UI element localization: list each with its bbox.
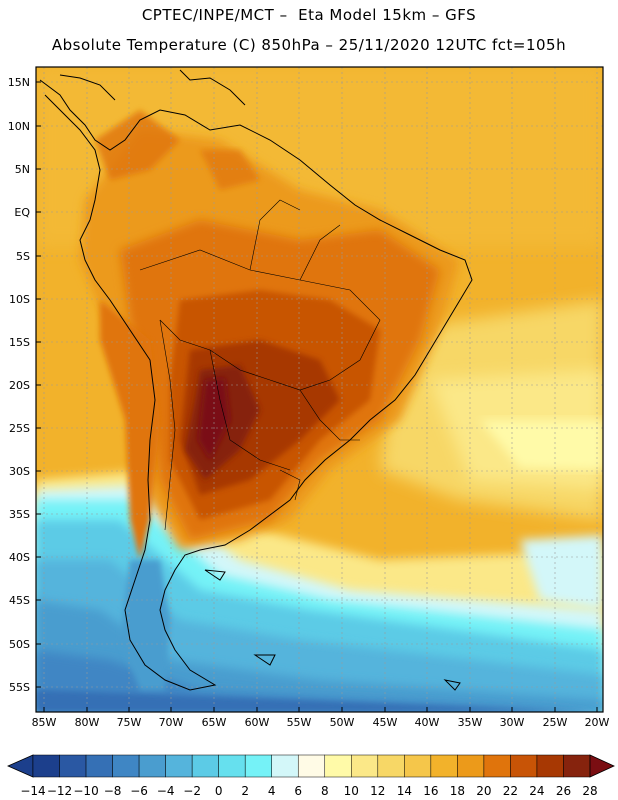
colorbar-swatch — [483, 754, 511, 778]
colorbar-label: −2 — [183, 784, 201, 798]
colorbar-swatch — [271, 754, 299, 778]
lon-label: 30W — [500, 716, 525, 729]
colorbar-swatch — [297, 754, 326, 778]
lat-label: 15S — [9, 336, 30, 349]
colorbar-swatch — [324, 754, 352, 778]
lon-label: 25W — [543, 716, 568, 729]
colorbar-swatch — [32, 754, 60, 778]
colorbar-label: −4 — [157, 784, 175, 798]
colorbar-label: 16 — [423, 784, 438, 798]
latitude-labels: 15N 10N 5N EQ 5S 10S 15S 20S 25S 30S 35S 40S 45S 50S 5… — [8, 76, 41, 694]
lat-label: 30S — [9, 465, 30, 478]
colorbar-swatch — [112, 754, 140, 778]
colorbar-label: 24 — [529, 784, 544, 798]
colorbar-high-arrow — [589, 754, 615, 778]
lon-label: 70W — [159, 716, 184, 729]
lat-label: 55S — [9, 681, 30, 694]
colorbar-label: 28 — [582, 784, 597, 798]
lat-label: 20S — [9, 379, 30, 392]
lon-label: 60W — [245, 716, 270, 729]
map-frame — [35, 66, 604, 713]
colorbar-swatch — [218, 754, 246, 778]
colorbar-label: 8 — [321, 784, 329, 798]
colorbar-label: 12 — [370, 784, 385, 798]
colorbar-swatch — [191, 754, 219, 778]
lat-label: EQ — [14, 206, 30, 219]
colorbar-swatch — [430, 754, 458, 778]
colorbar-swatch — [165, 754, 193, 778]
coastline — [39, 69, 473, 691]
lat-label: 5N — [15, 163, 30, 176]
colorbar-label: 10 — [344, 784, 359, 798]
title-line-1: CPTEC/INPE/MCT – Eta Model 15km – GFS — [141, 6, 477, 24]
title-line-2: Absolute Temperature (C) 850hPa – 25/11/… — [51, 36, 567, 54]
country-borders — [139, 199, 381, 531]
temperature-field — [36, 67, 603, 712]
lon-label: 45W — [373, 716, 398, 729]
colorbar-label: 4 — [268, 784, 276, 798]
lat-label: 35S — [9, 508, 30, 521]
colorbar: −14 −12 −10 −8 −6 −4 −2 0 2 4 6 8 10 12 14 16 18 20 22 24 26… — [7, 754, 615, 798]
colorbar-label: −6 — [130, 784, 148, 798]
colorbar-swatch — [59, 754, 87, 778]
colorbar-low-arrow — [7, 754, 34, 778]
lon-label: 40W — [415, 716, 440, 729]
colorbar-label: 6 — [294, 784, 302, 798]
colorbar-label: 0 — [215, 784, 223, 798]
colorbar-label: 20 — [476, 784, 491, 798]
lon-label: 20W — [585, 716, 610, 729]
colorbar-swatch — [536, 754, 564, 778]
colorbar-label: −12 — [47, 784, 72, 798]
lon-label: 65W — [202, 716, 227, 729]
colorbar-label: −14 — [20, 784, 45, 798]
colorbar-swatch — [377, 754, 405, 778]
colorbar-label: 22 — [503, 784, 518, 798]
colorbar-label: 18 — [450, 784, 465, 798]
colorbar-swatch — [563, 754, 591, 778]
lon-label: 80W — [75, 716, 100, 729]
colorbar-swatch — [457, 754, 485, 778]
lat-label: 50S — [9, 638, 30, 651]
lon-label: 55W — [287, 716, 312, 729]
colorbar-label: −10 — [73, 784, 98, 798]
lon-label: 85W — [32, 716, 57, 729]
lat-label: 10S — [9, 293, 30, 306]
lat-label: 40S — [9, 551, 30, 564]
colorbar-label: −8 — [104, 784, 122, 798]
colorbar-swatch — [351, 754, 379, 778]
lat-label: 5S — [16, 250, 30, 263]
colorbar-label: 2 — [241, 784, 249, 798]
longitude-labels: 85W 80W 75W 70W 65W 60W 55W 50W 45W 40W 35W 30W 25W 2… — [32, 707, 610, 729]
lat-label: 45S — [9, 594, 30, 607]
colorbar-label: 14 — [397, 784, 412, 798]
colorbar-swatch — [85, 754, 113, 778]
lat-label: 25S — [9, 422, 30, 435]
lat-label: 10N — [8, 120, 30, 133]
colorbar-swatch — [404, 754, 432, 778]
colorbar-swatch — [244, 754, 272, 778]
colorbar-swatch — [510, 754, 538, 778]
colorbar-label: 26 — [556, 784, 571, 798]
lon-label: 50W — [330, 716, 355, 729]
colorbar-swatch — [138, 754, 166, 778]
lon-label: 35W — [458, 716, 483, 729]
lon-label: 75W — [117, 716, 142, 729]
lat-label: 15N — [8, 76, 30, 89]
